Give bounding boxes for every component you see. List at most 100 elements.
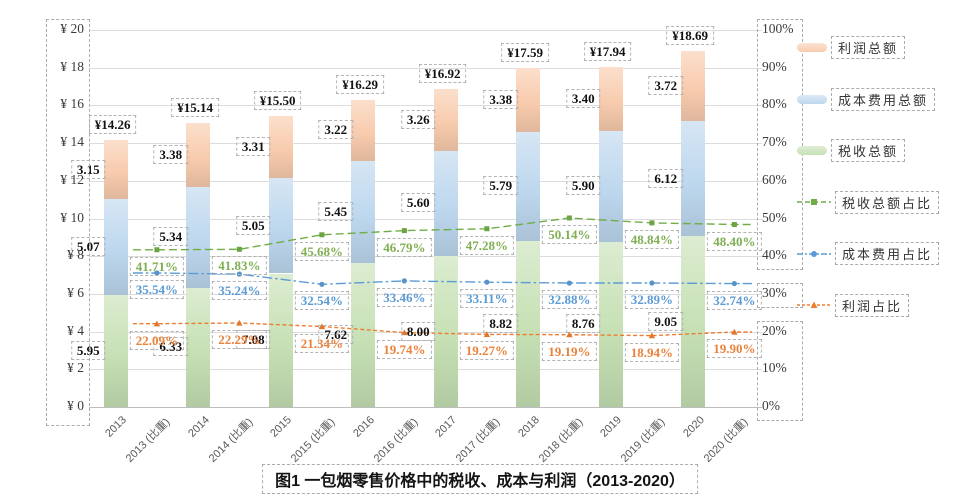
x-axis-label-4: 2015 [268,414,295,440]
total-label-2018: ¥17.59 [501,42,549,62]
x-axis-label-13: 2019 (比重) [618,416,668,465]
right-axis-tick-20: 20% [762,322,787,338]
bar-profit-2013 [103,139,128,200]
tax-share-marker-2019 [649,220,655,226]
value-label-cost-2017: 5.60 [400,193,436,213]
value-label-profit-2013: 3.15 [70,159,106,179]
total-label-2017: ¥16.92 [418,64,467,84]
gridline [89,105,762,107]
pct-label-tax-share-2014: 41.83% [212,256,267,276]
x-axis-label-10: 2018 [515,414,542,440]
cost-share-marker-2018 [566,280,572,286]
pct-label-tax-share-2013: 41.71% [129,256,185,276]
value-label-tax-2013: 5.95 [70,340,106,360]
total-label-2016: ¥16.29 [336,74,384,94]
bar-cost-2014 [186,187,211,288]
value-label-tax-2018: 8.82 [483,313,519,333]
bar-profit-2020 [681,50,706,121]
right-axis-tick-50: 50% [762,209,787,225]
bar-tax-2020 [681,236,706,407]
legend-item-cost: 成本费用总额 [797,87,936,111]
pct-label-cost-share-2017: 33.11% [460,289,514,309]
value-label-cost-2015: 5.05 [235,215,271,235]
legend-marker-cost-share [797,250,831,257]
left-axis-tick-12: ¥ 12 [60,171,84,187]
value-label-tax-2014: 6.33 [153,337,189,357]
value-label-profit-2018: 3.38 [483,89,519,109]
right-axis-tick-70: 70% [762,134,787,150]
left-axis-tick-20: ¥ 20 [60,21,84,36]
cost-share-marker-2015 [319,281,325,287]
pct-label-profit-share-2016: 19.74% [377,339,432,359]
value-label-tax-2016: 7.62 [318,325,354,345]
right-axis-box-1 [757,19,803,271]
legend-item-cost-share: 成本费用占比 [797,242,940,265]
x-axis-label-8: 2017 [433,414,460,440]
profit-share-marker-2013 [153,320,161,327]
pct-label-profit-share-2014: 22.29% [212,330,267,349]
gridline [89,143,762,145]
left-axis-tick-14: ¥ 14 [60,134,84,150]
total-label-2014: ¥15.14 [171,98,219,118]
bar-profit-2014 [186,123,211,187]
total-label-2020: ¥18.69 [666,25,714,45]
legend-swatch-cost [797,94,827,104]
gridline [89,293,762,295]
x-axis-label-6: 2016 [350,414,377,440]
right-axis-tick-30: 30% [762,284,787,300]
x-axis-label-0: 2013 [103,414,130,440]
x-axis-label-9: 2017 (比重) [453,416,503,465]
value-label-cost-2013: 5.07 [70,237,106,257]
left-axis-tick-2: ¥ 2 [67,360,84,376]
legend-label-profit-share: 利润占比 [835,293,910,317]
total-label-2015: ¥15.50 [253,91,302,110]
value-label-profit-2015: 3.31 [235,137,271,157]
bar-tax-2018 [516,240,541,407]
pct-label-cost-share-2016: 33.46% [377,287,432,307]
x-axis-label-5: 2015 (比重) [288,416,338,465]
legend-marker-profit-share [797,301,831,308]
legend-label-cost-share: 成本费用占比 [835,242,940,265]
legend-marker-tax-share [797,199,831,205]
legend-item-profit: 利润总额 [797,36,906,59]
pct-label-cost-share-2020: 32.74% [707,290,762,310]
left-axis-tick-18: ¥ 18 [60,58,84,74]
profit-share-marker-2014 [236,319,243,326]
value-label-cost-2020: 6.12 [648,168,684,188]
total-label-2013: ¥14.26 [88,114,137,134]
right-axis-tick-100: 100% [762,21,794,36]
left-axis-tick-0: ¥ 0 [67,398,84,413]
pct-label-profit-share-2013: 22.09% [129,330,185,350]
pct-label-profit-share-2019: 18.94% [624,342,680,362]
cost-share-marker-2020 [731,280,737,287]
bar-tax-2016 [351,263,376,407]
tax-share-marker-2016 [401,228,407,234]
legend-label-profit: 利润总额 [831,36,906,59]
figure-caption: 图1 一包烟零售价格中的税收、成本与利润（2013-2020） [262,464,698,494]
value-label-cost-2018: 5.79 [483,176,519,196]
tax-share-marker-2015 [319,232,325,238]
bar-tax-2014 [186,287,211,407]
cost-share-marker-2017 [484,279,490,285]
left-axis-tick-6: ¥ 6 [67,284,84,300]
cost-share-marker-2016 [401,278,407,284]
gridline [89,256,762,258]
bar-cost-2018 [516,131,541,241]
value-label-cost-2014: 5.34 [153,227,189,247]
bar-cost-2019 [598,130,623,242]
bar-cost-2016 [351,160,376,264]
value-label-profit-2019: 3.40 [565,88,601,108]
left-axis-tick-4: ¥ 4 [67,322,84,338]
left-axis-tick-8: ¥ 8 [67,247,84,263]
bar-profit-2015 [268,116,293,179]
x-axis-label-1: 2013 (比重) [123,416,173,465]
right-axis-tick-80: 80% [762,96,787,112]
bar-cost-2020 [681,121,706,237]
tax-share-marker-2014 [236,246,242,252]
value-label-profit-2014: 3.38 [153,145,189,165]
left-axis-tick-16: ¥ 16 [60,96,84,112]
bar-cost-2015 [268,178,293,274]
total-label-2019: ¥17.94 [583,41,632,61]
value-label-profit-2016: 3.22 [318,120,354,140]
